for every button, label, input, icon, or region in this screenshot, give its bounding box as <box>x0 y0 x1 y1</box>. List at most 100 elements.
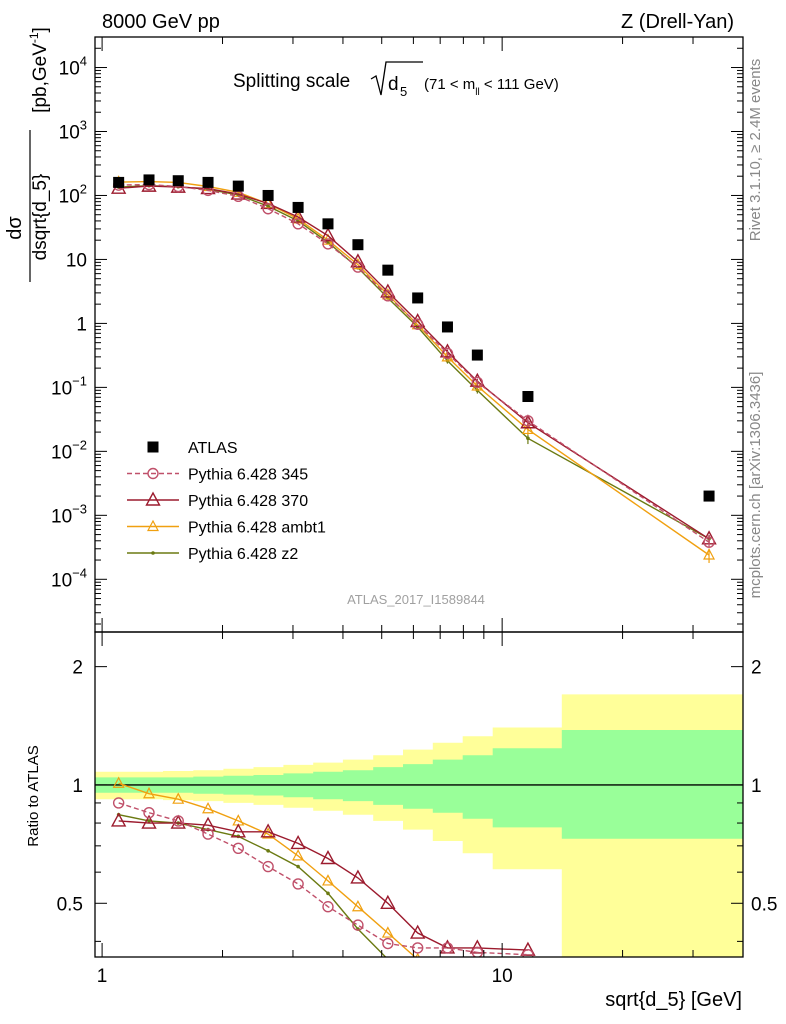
data-point <box>292 218 304 230</box>
data-point <box>292 201 304 213</box>
ratio-point <box>147 819 151 823</box>
ratio-point <box>471 946 484 957</box>
data-point <box>352 239 364 251</box>
ratio-point <box>112 797 125 809</box>
data-point <box>471 349 483 361</box>
legend-label: Pythia 6.428 370 <box>188 493 308 510</box>
series-line <box>118 183 710 543</box>
data-point <box>412 292 424 304</box>
ratio-point <box>441 942 454 954</box>
ylabel-denominator: dsqrt{d_5} <box>30 174 51 261</box>
ratio-point <box>202 801 215 814</box>
chart-title-cut: (71 < m <box>424 76 475 93</box>
ratio-frame <box>94 631 744 958</box>
legend-marker <box>145 491 161 506</box>
ratio-y-tick-label: 2 <box>72 658 83 679</box>
legend-item: Pythia 6.428 370 <box>127 491 308 510</box>
ratio-line <box>118 782 417 957</box>
data-point <box>266 204 270 208</box>
data-point <box>703 548 716 560</box>
ratio-point <box>322 901 334 913</box>
data-point <box>143 174 155 186</box>
legend-label: Pythia 6.428 z2 <box>188 546 298 563</box>
y-tick-label: 10−1 <box>51 373 87 399</box>
legend: ATLAS Pythia 6.428 345 Pythia 6.428 370 Pyt… <box>127 440 326 563</box>
data-point <box>382 264 394 276</box>
ratio-point <box>380 894 396 909</box>
data-point <box>703 490 715 502</box>
y-tick-label: 1 <box>76 314 87 335</box>
ratio-point <box>415 952 421 957</box>
ratio-point <box>110 812 127 827</box>
ratio-y-tick-label-right: 0.5 <box>751 894 777 915</box>
ratio-point <box>292 849 305 861</box>
data-point <box>322 218 334 230</box>
legend-label: Pythia 6.428 345 <box>188 467 308 484</box>
data-point <box>172 175 184 187</box>
ratio-point <box>143 807 155 819</box>
ratio-point <box>320 850 336 865</box>
ratio-point <box>172 792 185 804</box>
ratio-point <box>262 860 274 873</box>
data-point <box>382 290 394 302</box>
ylabel-unit-exp: -1 <box>27 32 41 43</box>
ratio-point <box>386 958 390 962</box>
ratio-point <box>350 869 366 884</box>
ratio-line <box>118 814 387 957</box>
ratio-point <box>200 816 216 831</box>
chart-title-cut-sub: ll <box>475 87 479 98</box>
ratio-point <box>382 937 394 950</box>
ratio-point <box>410 924 426 939</box>
data-point <box>290 208 306 223</box>
data-point <box>471 379 484 391</box>
ratio-point <box>352 919 364 931</box>
data-point <box>232 180 244 192</box>
ratio-point <box>520 941 536 956</box>
collision-label: 8000 GeV pp <box>102 11 220 33</box>
series-pythia-6-428-z2 <box>116 183 711 543</box>
y-tick-label: 10−3 <box>51 501 87 527</box>
data-point <box>202 176 214 188</box>
legend-label: ATLAS <box>188 440 238 457</box>
main-frame <box>94 36 744 633</box>
ratio-series-pythia-6-428-z2 <box>116 812 390 962</box>
chart-title-variable: d <box>388 74 399 95</box>
ratio-point <box>381 926 394 938</box>
ylabel-numerator: dσ <box>4 216 26 240</box>
data-point <box>262 203 274 215</box>
data-point <box>113 176 125 188</box>
ratio-ylabel: Ratio to ATLAS <box>25 745 42 846</box>
legend-item: Pythia 6.428 ambt1 <box>127 520 326 537</box>
ratio-y-tick-label: 1 <box>72 776 83 797</box>
ratio-point <box>202 828 214 840</box>
y-tick-label: 103 <box>59 117 87 143</box>
y-tick-label: 104 <box>59 54 87 80</box>
legend-item: Pythia 6.428 z2 <box>127 546 298 563</box>
legend-item: Pythia 6.428 345 <box>127 467 308 484</box>
rivet-label: Rivet 3.1.10, ≥ 2.4M events <box>747 59 764 242</box>
ylabel-unit-end: ] <box>30 27 51 32</box>
analysis-watermark: ATLAS_2017_I1589844 <box>347 592 485 607</box>
ratio-point <box>112 776 125 788</box>
ratio-point <box>230 823 246 838</box>
y-tick-label: 102 <box>59 181 87 207</box>
y-tick-label: 10−4 <box>51 565 87 591</box>
ratio-point <box>141 814 157 829</box>
legend-item: ATLAS <box>147 440 238 457</box>
mcplots-label: mcplots.cern.ch [arXiv:1306.3436] <box>747 372 764 599</box>
data-point <box>469 372 486 387</box>
svg-text:[pb,GeV-1]: [pb,GeV-1] <box>27 27 51 113</box>
data-point <box>322 238 334 250</box>
data-point <box>703 536 715 548</box>
chart-title: Splitting scale d 5 (71 < mll < 111 GeV) <box>233 61 559 99</box>
legend-marker <box>151 551 155 555</box>
data-point <box>526 436 530 441</box>
x-tick-label: 1 <box>97 966 108 987</box>
data-point <box>471 376 484 389</box>
chart-title-cut-end: < 111 GeV) <box>480 76 559 93</box>
series-line <box>118 185 710 540</box>
main-ylabel: dσ dsqrt{d_5} [pb,GeV-1] <box>4 27 51 282</box>
ratio-series-pythia-6-428-345 <box>112 797 534 957</box>
